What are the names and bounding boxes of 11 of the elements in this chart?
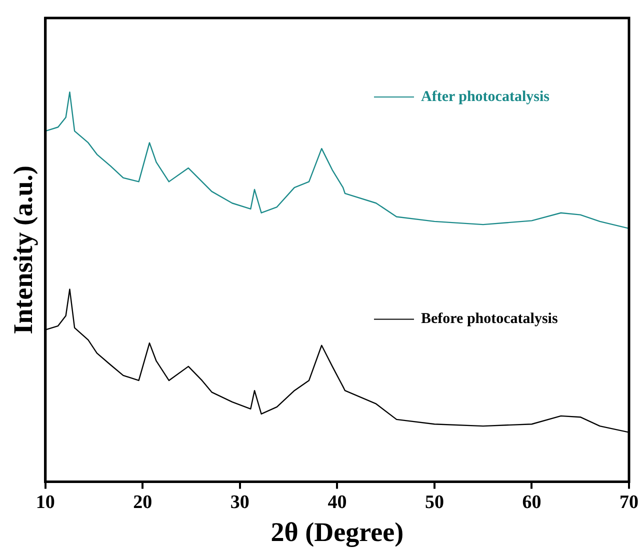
x-tick-label: 20	[133, 492, 152, 514]
legend-label: Before photocatalysis	[421, 311, 558, 328]
x-tick-label: 70	[620, 492, 638, 514]
x-tick-label: 40	[328, 492, 347, 514]
x-tick-label: 30	[230, 492, 250, 514]
x-tick-label: 10	[36, 492, 55, 514]
legend-label: After photocatalysis	[421, 88, 550, 105]
y-axis-title: Intensity (a.u.)	[8, 166, 38, 334]
x-tick-label: 50	[424, 492, 444, 514]
x-tick-label: 60	[522, 492, 542, 514]
x-axis-title: 2θ (Degree)	[270, 516, 404, 547]
